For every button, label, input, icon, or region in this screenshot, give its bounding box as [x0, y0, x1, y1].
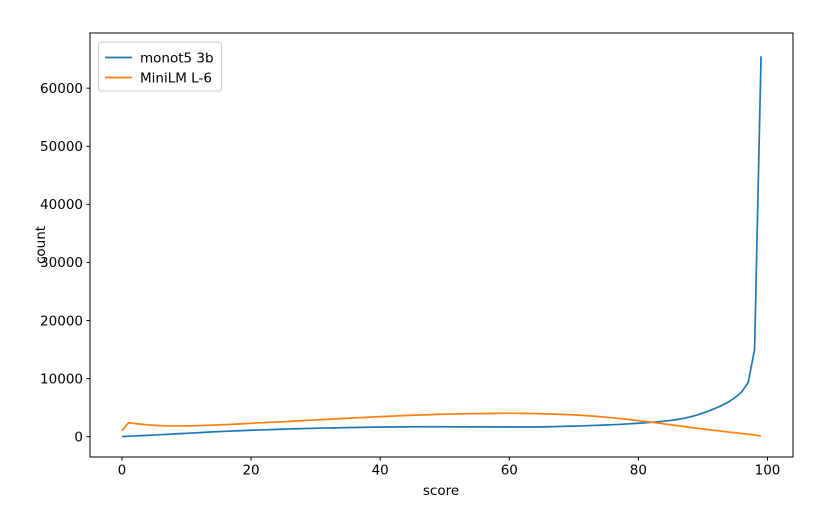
legend: monot5 3b MiniLM L-6 [98, 41, 222, 92]
plot-area [90, 33, 793, 457]
x-axis-ticks: 0 20 40 60 80 100 [118, 457, 781, 479]
x-tick-label: 60 [501, 463, 518, 479]
x-tick-label: 100 [755, 463, 781, 479]
y-axis-label: count [33, 226, 49, 264]
x-axis-label: score [423, 483, 459, 499]
legend-label-minilm-l6: MiniLM L-6 [140, 71, 212, 87]
y-tick-label: 20000 [40, 313, 83, 329]
x-tick-label: 40 [372, 463, 389, 479]
y-axis-ticks: 0 10000 20000 30000 40000 50000 60000 [40, 81, 90, 445]
x-tick-label: 20 [242, 463, 259, 479]
y-tick-label: 30000 [40, 255, 83, 271]
legend-frame [98, 41, 222, 92]
x-tick-label: 0 [118, 463, 127, 479]
axes-spines [89, 32, 794, 458]
y-tick-label: 60000 [40, 81, 83, 97]
x-tick-label: 80 [630, 463, 647, 479]
y-tick-label: 0 [74, 429, 83, 445]
series-line-minilm-l6 [121, 412, 762, 437]
series-group [121, 56, 762, 438]
y-tick-label: 50000 [40, 139, 83, 155]
y-tick-label: 40000 [40, 197, 83, 213]
y-tick-label: 10000 [40, 371, 83, 387]
legend-label-monot5-3b: monot5 3b [140, 51, 214, 67]
